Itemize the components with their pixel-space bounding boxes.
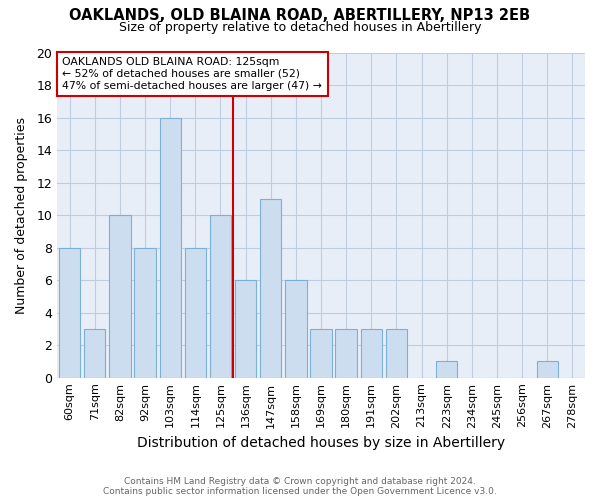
Bar bbox=[134, 248, 156, 378]
Bar bbox=[285, 280, 307, 378]
Y-axis label: Number of detached properties: Number of detached properties bbox=[15, 116, 28, 314]
Bar bbox=[160, 118, 181, 378]
Bar bbox=[536, 362, 558, 378]
Text: OAKLANDS, OLD BLAINA ROAD, ABERTILLERY, NP13 2EB: OAKLANDS, OLD BLAINA ROAD, ABERTILLERY, … bbox=[70, 8, 530, 22]
X-axis label: Distribution of detached houses by size in Abertillery: Distribution of detached houses by size … bbox=[137, 436, 505, 450]
Bar bbox=[84, 329, 106, 378]
Bar bbox=[235, 280, 256, 378]
Text: Contains HM Land Registry data © Crown copyright and database right 2024.
Contai: Contains HM Land Registry data © Crown c… bbox=[103, 476, 497, 496]
Bar bbox=[109, 215, 131, 378]
Bar bbox=[335, 329, 357, 378]
Bar bbox=[361, 329, 382, 378]
Bar bbox=[185, 248, 206, 378]
Bar bbox=[310, 329, 332, 378]
Text: Size of property relative to detached houses in Abertillery: Size of property relative to detached ho… bbox=[119, 21, 481, 34]
Bar bbox=[59, 248, 80, 378]
Text: OAKLANDS OLD BLAINA ROAD: 125sqm
← 52% of detached houses are smaller (52)
47% o: OAKLANDS OLD BLAINA ROAD: 125sqm ← 52% o… bbox=[62, 58, 322, 90]
Bar bbox=[386, 329, 407, 378]
Bar bbox=[210, 215, 231, 378]
Bar bbox=[436, 362, 457, 378]
Bar bbox=[260, 199, 281, 378]
